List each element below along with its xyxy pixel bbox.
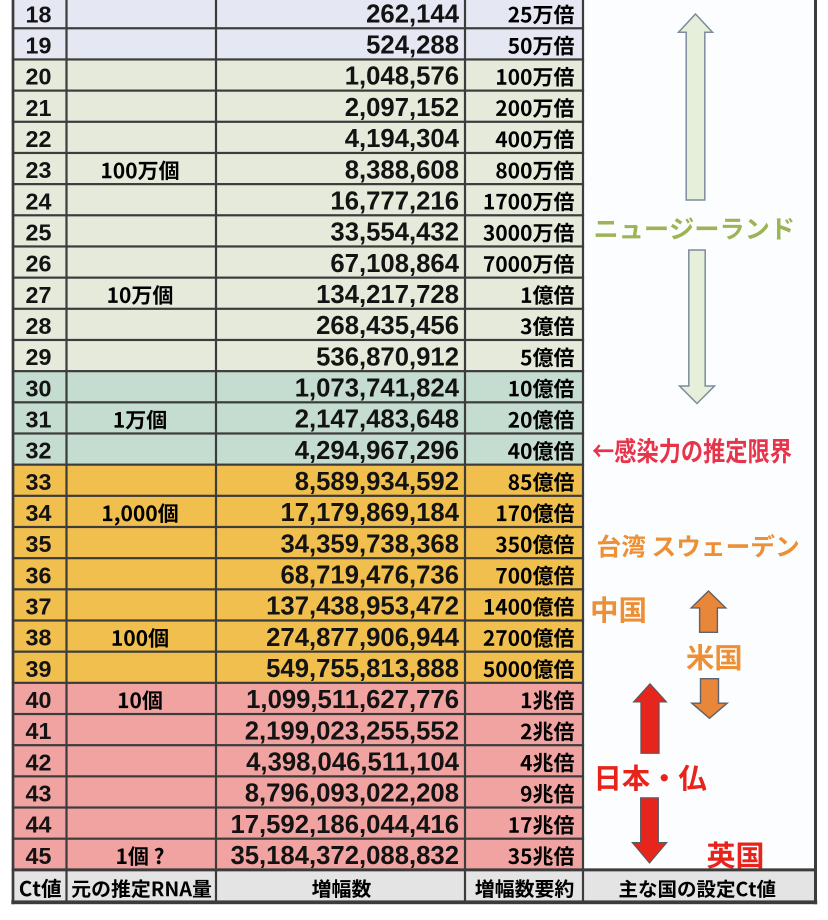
svg-text:137,438,953,472: 137,438,953,472 xyxy=(266,593,459,621)
svg-text:17,592,186,044,416: 17,592,186,044,416 xyxy=(230,811,459,839)
svg-text:262,144: 262,144 xyxy=(366,0,460,28)
svg-text:134,217,728: 134,217,728 xyxy=(316,281,459,309)
svg-text:2,199,023,255,552: 2,199,023,255,552 xyxy=(245,717,459,745)
svg-text:27: 27 xyxy=(26,282,52,308)
svg-text:44: 44 xyxy=(26,812,52,838)
svg-text:32: 32 xyxy=(26,438,52,464)
svg-text:31: 31 xyxy=(26,407,52,433)
svg-text:21: 21 xyxy=(26,95,52,121)
svg-text:45: 45 xyxy=(26,843,52,869)
svg-text:23: 23 xyxy=(26,157,52,183)
svg-text:24: 24 xyxy=(26,188,52,214)
svg-text:549,755,813,888: 549,755,813,888 xyxy=(266,655,459,683)
svg-text:67,108,864: 67,108,864 xyxy=(330,250,459,278)
svg-text:524,288: 524,288 xyxy=(366,32,459,60)
svg-text:8,388,608: 8,388,608 xyxy=(345,156,459,184)
svg-text:34: 34 xyxy=(26,500,52,526)
svg-text:2,147,483,648: 2,147,483,648 xyxy=(295,406,459,434)
svg-text:36: 36 xyxy=(26,562,52,588)
svg-text:41: 41 xyxy=(26,718,52,744)
svg-text:68,719,476,736: 68,719,476,736 xyxy=(280,562,459,590)
svg-text:39: 39 xyxy=(26,656,52,682)
svg-text:2,097,152: 2,097,152 xyxy=(345,94,459,122)
svg-text:26: 26 xyxy=(26,251,52,277)
svg-text:19: 19 xyxy=(26,33,52,59)
svg-text:25: 25 xyxy=(26,220,52,246)
svg-text:536,870,912: 536,870,912 xyxy=(316,343,459,371)
svg-text:33,554,432: 33,554,432 xyxy=(330,219,459,247)
svg-text:35: 35 xyxy=(26,531,52,557)
svg-text:18: 18 xyxy=(26,1,52,27)
svg-text:37: 37 xyxy=(26,594,52,620)
svg-text:42: 42 xyxy=(26,749,52,775)
svg-text:16,777,216: 16,777,216 xyxy=(330,187,459,215)
svg-text:4,398,046,511,104: 4,398,046,511,104 xyxy=(246,749,460,777)
svg-text:1,073,741,824: 1,073,741,824 xyxy=(295,374,460,402)
svg-text:1,048,576: 1,048,576 xyxy=(345,63,459,91)
svg-text:30: 30 xyxy=(26,375,52,401)
svg-text:8,589,934,592: 8,589,934,592 xyxy=(295,468,459,496)
svg-text:38: 38 xyxy=(26,625,52,651)
svg-text:40: 40 xyxy=(26,687,52,713)
svg-text:22: 22 xyxy=(26,126,52,152)
svg-text:34,359,738,368: 34,359,738,368 xyxy=(280,530,459,558)
svg-text:28: 28 xyxy=(26,313,52,339)
svg-text:268,435,456: 268,435,456 xyxy=(316,312,459,340)
svg-text:43: 43 xyxy=(26,781,52,807)
svg-text:4,294,967,296: 4,294,967,296 xyxy=(295,437,459,465)
svg-text:35,184,372,088,832: 35,184,372,088,832 xyxy=(230,842,459,870)
svg-text:29: 29 xyxy=(26,344,52,370)
svg-text:274,877,906,944: 274,877,906,944 xyxy=(266,624,460,652)
svg-text:33: 33 xyxy=(26,469,52,495)
svg-text:4,194,304: 4,194,304 xyxy=(345,125,460,153)
svg-text:20: 20 xyxy=(26,64,52,90)
svg-text:8,796,093,022,208: 8,796,093,022,208 xyxy=(245,780,459,808)
svg-text:1,099,511,627,776: 1,099,511,627,776 xyxy=(246,686,459,714)
svg-text:17,179,869,184: 17,179,869,184 xyxy=(280,499,459,527)
